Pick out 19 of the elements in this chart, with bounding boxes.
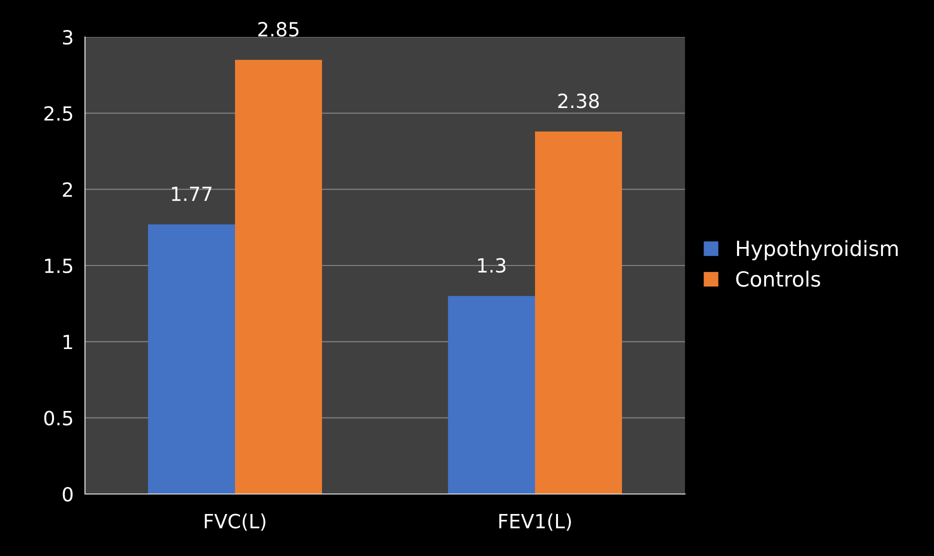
bar: [448, 296, 535, 494]
legend-label: Controls: [736, 270, 820, 287]
y-tick-label: 0: [62, 486, 73, 502]
y-tick-label: 2: [62, 182, 72, 197]
bar: [148, 224, 235, 494]
data-label: 1.3: [478, 258, 506, 273]
y-tick-label: 0.5: [44, 410, 72, 426]
y-tick-label: 2.5: [44, 106, 72, 121]
y-tick-label: 3: [63, 30, 72, 45]
bar: [535, 131, 622, 494]
x-tick-label: FVC(L): [204, 513, 266, 531]
y-tick-label: 1.5: [45, 258, 72, 274]
data-label: 1.77: [172, 186, 212, 201]
data-label: 2.38: [558, 94, 599, 108]
data-label: 2.85: [258, 22, 298, 37]
x-tick-label: FEV1(L): [499, 513, 571, 531]
y-tick-label: 1: [64, 334, 72, 350]
bar: [235, 60, 322, 494]
legend-label: Hypothyroidism: [737, 240, 898, 260]
